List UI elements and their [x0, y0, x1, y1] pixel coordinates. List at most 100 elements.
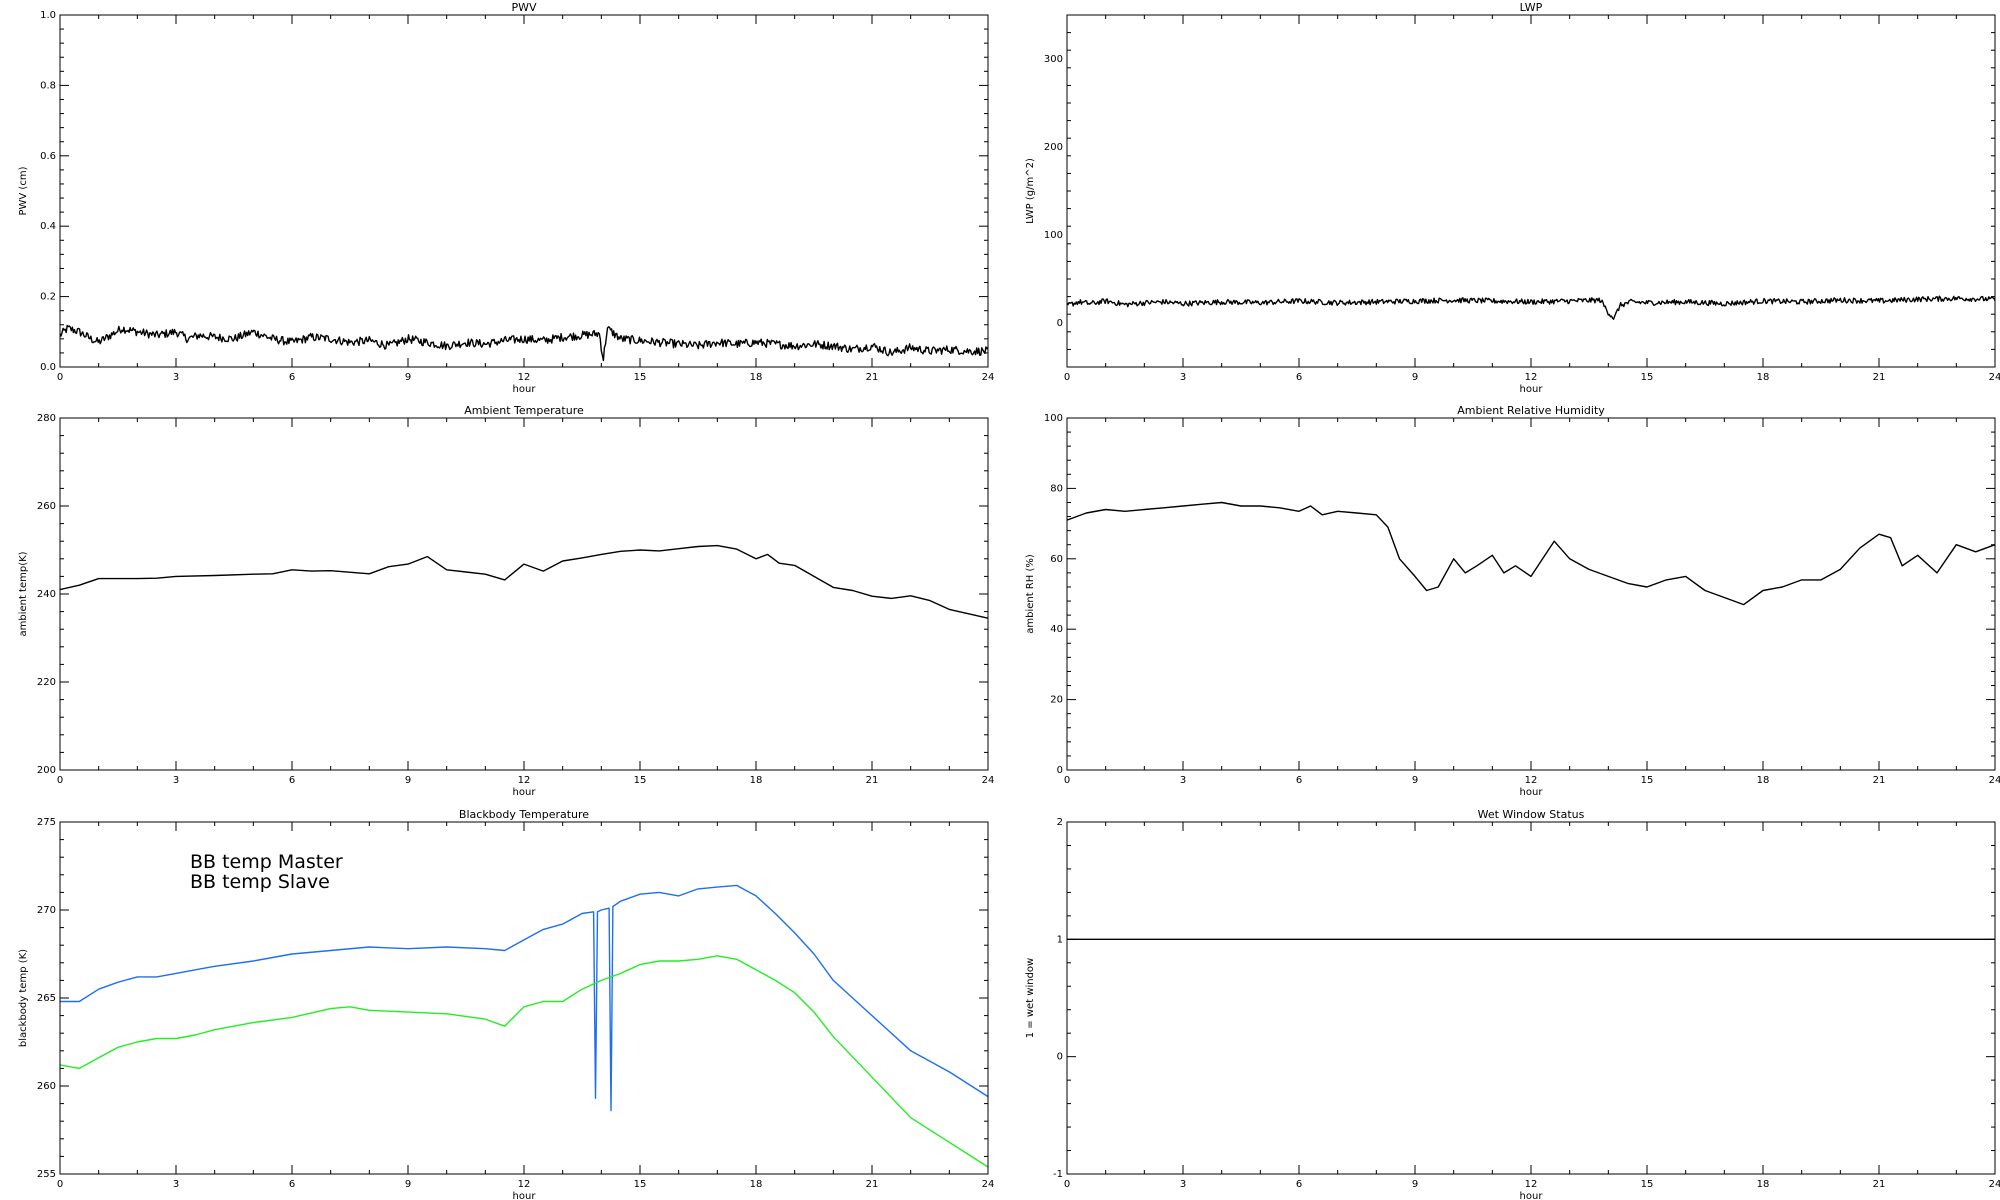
- chart-panel-0: PWV 0 3 6 9 12 15 18 21 24 0.0 0.2 0.4 0.6 0.8 1.0 hour P…: [18, 1, 994, 395]
- x-axis-title: hour: [1520, 384, 1544, 395]
- chart-title: Ambient Relative Humidity: [1457, 404, 1605, 417]
- x-tick-label: 6: [289, 1179, 295, 1190]
- x-tick-label: 0: [57, 1179, 63, 1190]
- series-line-0: [60, 544, 988, 619]
- plot-frame: [59, 417, 989, 771]
- x-tick-label: 12: [1525, 372, 1538, 383]
- x-tick-label: 9: [1412, 1179, 1418, 1190]
- y-tick-label: 2: [1057, 817, 1063, 828]
- x-tick-label: 0: [57, 775, 63, 786]
- x-tick-label: 15: [634, 775, 647, 786]
- x-tick-label: 21: [866, 775, 879, 786]
- y-tick-label: 0.0: [40, 362, 56, 373]
- x-tick-label: 3: [173, 1179, 179, 1190]
- x-axis-title: hour: [513, 384, 537, 395]
- y-tick-label: 300: [1044, 54, 1063, 65]
- x-tick-label: 24: [1989, 372, 2000, 383]
- y-tick-label: 280: [37, 413, 56, 424]
- plot-frame: [1066, 821, 1996, 1175]
- x-tick-label: 9: [405, 1179, 411, 1190]
- y-tick-label: 270: [37, 905, 56, 916]
- x-tick-label: 0: [1064, 775, 1070, 786]
- y-tick-label: 0.6: [40, 151, 56, 162]
- chart-panel-2: Ambient Temperature 0 3 6 9 12 15 18 21 24 200 220 2…: [18, 404, 994, 798]
- plot-frame: [59, 14, 989, 368]
- x-axis-title: hour: [1520, 1191, 1544, 1200]
- y-tick-label: 220: [37, 677, 56, 688]
- x-tick-label: 21: [866, 1179, 879, 1190]
- y-tick-label: 1.0: [40, 10, 56, 21]
- x-axis-title: hour: [513, 787, 537, 798]
- x-tick-label: 24: [1989, 1179, 2000, 1190]
- y-tick-label: 0.4: [40, 221, 56, 232]
- x-tick-label: 12: [1525, 1179, 1538, 1190]
- y-tick-label: 200: [37, 765, 56, 776]
- y-tick-label: 255: [37, 1169, 56, 1180]
- y-tick-label: 60: [1050, 554, 1063, 565]
- x-tick-label: 9: [1412, 372, 1418, 383]
- y-axis-title: blackbody temp (K): [18, 949, 29, 1047]
- x-tick-label: 9: [405, 775, 411, 786]
- x-tick-label: 24: [982, 775, 995, 786]
- y-tick-label: 80: [1050, 483, 1063, 494]
- series-line-0: [1067, 295, 1995, 320]
- x-tick-label: 15: [1641, 1179, 1654, 1190]
- y-tick-label: 0.8: [40, 80, 56, 91]
- x-tick-label: 24: [982, 372, 995, 383]
- x-tick-label: 24: [982, 1179, 995, 1190]
- x-tick-label: 15: [634, 1179, 647, 1190]
- x-tick-label: 24: [1989, 775, 2000, 786]
- y-tick-label: 100: [1044, 413, 1063, 424]
- chart-title: Blackbody Temperature: [459, 808, 589, 821]
- y-tick-label: 100: [1044, 230, 1063, 241]
- x-tick-label: 6: [1296, 775, 1302, 786]
- y-tick-label: 275: [37, 817, 56, 828]
- legend-entry: BB temp Master: [190, 851, 343, 873]
- chart-title: Ambient Temperature: [464, 404, 584, 417]
- x-tick-label: 18: [1757, 372, 1770, 383]
- y-tick-label: 240: [37, 589, 56, 600]
- x-tick-label: 9: [405, 372, 411, 383]
- y-tick-label: 0: [1057, 765, 1063, 776]
- x-tick-label: 21: [866, 372, 879, 383]
- legend-entry: BB temp Slave: [190, 871, 330, 893]
- x-tick-label: 15: [1641, 775, 1654, 786]
- y-tick-label: 260: [37, 501, 56, 512]
- x-tick-label: 21: [1873, 1179, 1886, 1190]
- chart-panel-1: LWP 0 3 6 9 12 15 18 21 24 0 100 200 300 hour LWP (g/m^…: [1025, 1, 2000, 395]
- x-tick-label: 0: [1064, 372, 1070, 383]
- y-tick-label: 265: [37, 993, 56, 1004]
- x-tick-label: 18: [750, 372, 763, 383]
- y-tick-label: 0: [1057, 318, 1063, 329]
- x-tick-label: 0: [57, 372, 63, 383]
- x-tick-label: 6: [1296, 372, 1302, 383]
- plot-frame: [1066, 14, 1996, 368]
- y-axis-title: ambient temp(K): [18, 551, 29, 636]
- chart-title: PWV: [511, 1, 537, 14]
- x-tick-label: 21: [1873, 372, 1886, 383]
- x-tick-label: 9: [1412, 775, 1418, 786]
- y-tick-label: -1: [1053, 1169, 1063, 1180]
- x-tick-label: 3: [1180, 372, 1186, 383]
- x-tick-label: 15: [1641, 372, 1654, 383]
- series-line-0: [60, 324, 988, 362]
- x-tick-label: 3: [173, 775, 179, 786]
- y-tick-label: 0: [1057, 1052, 1063, 1063]
- y-tick-label: 1: [1057, 934, 1063, 945]
- x-tick-label: 6: [289, 372, 295, 383]
- x-tick-label: 3: [1180, 775, 1186, 786]
- plot-frame: [59, 821, 989, 1175]
- series-line-0: [60, 884, 988, 1112]
- x-axis-title: hour: [513, 1191, 537, 1200]
- y-tick-label: 40: [1050, 624, 1063, 635]
- x-tick-label: 21: [1873, 775, 1886, 786]
- chart-title: LWP: [1520, 1, 1543, 14]
- x-axis-title: hour: [1520, 787, 1544, 798]
- x-tick-label: 12: [518, 1179, 531, 1190]
- x-tick-label: 3: [1180, 1179, 1186, 1190]
- series-line-0: [1067, 501, 1995, 606]
- chart-panel-3: Ambient Relative Humidity 0 3 6 9 12 15 18 21 24 0…: [1025, 404, 2000, 798]
- y-tick-label: 260: [37, 1081, 56, 1092]
- y-axis-title: PWV (cm): [18, 166, 29, 215]
